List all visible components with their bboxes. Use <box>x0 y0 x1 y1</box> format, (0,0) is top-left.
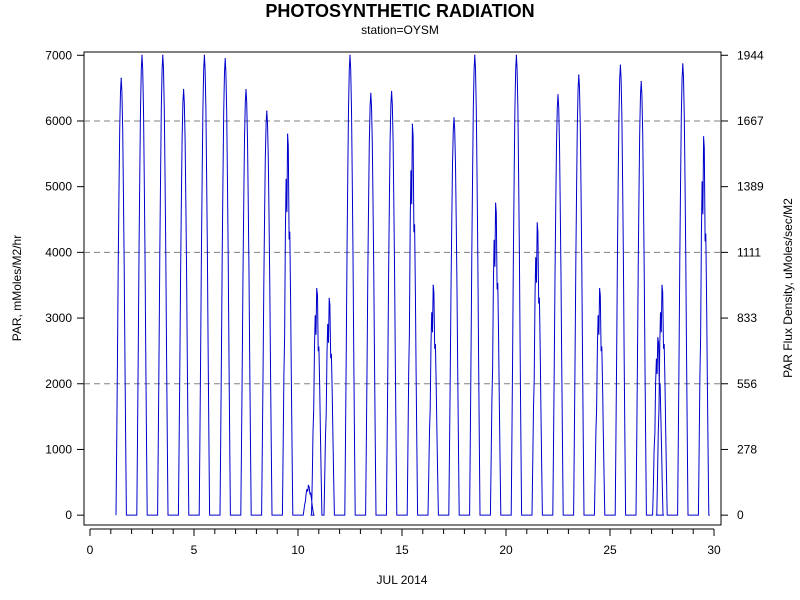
y-axis-left: 0 1000 2000 3000 4000 5000 6000 7000 <box>45 48 84 522</box>
y2-tick-label-556: 556 <box>737 377 757 391</box>
y-tick-label-6000: 6000 <box>45 114 72 128</box>
y2-tick-label-0: 0 <box>737 508 744 522</box>
x-axis: 0 5 10 15 20 25 30 <box>87 528 721 557</box>
plot-frame <box>83 51 722 526</box>
peak-point-day-25 <box>619 64 622 66</box>
peak-point-day-26.8 <box>657 337 659 339</box>
y2-tick-label-1111: 1111 <box>737 245 761 259</box>
peak-point-day-17 <box>453 117 455 119</box>
y-tick-label-5000: 5000 <box>45 180 72 194</box>
y-axis-right: 0 278 556 833 1111 1389 1667 1944 <box>721 48 764 522</box>
peak-point-day-12 <box>349 54 351 56</box>
y-axis-label: PAR, mMoles/M2/hr <box>10 235 24 341</box>
y2-tick-label-1944: 1944 <box>737 48 764 62</box>
chart-subtitle: station=OYSM <box>361 23 439 37</box>
peak-point-day-28 <box>682 63 684 65</box>
par-series-line <box>115 55 710 516</box>
peak-point-day-5 <box>203 54 205 56</box>
peak-point-day-19 <box>495 202 497 204</box>
peak-point-day-27 <box>661 284 663 286</box>
peak-point-day-11 <box>328 297 330 299</box>
peak-point-day-10 <box>307 484 309 487</box>
x-tick-label-0: 0 <box>87 543 94 557</box>
peak-point-day-4 <box>183 88 185 91</box>
peak-point-day-7 <box>245 88 247 91</box>
peak-point-day-16 <box>432 284 434 286</box>
x-tick-label-15: 15 <box>395 543 409 557</box>
peak-point-day-26 <box>640 80 642 83</box>
y-tick-label-0: 0 <box>65 508 72 522</box>
x-tick-label-30: 30 <box>707 543 721 557</box>
peak-point-day-22 <box>557 94 559 96</box>
y2-axis-label: PAR Flux Density, uMoles/sec/M2 <box>781 198 795 378</box>
peak-point-day-24 <box>599 287 601 290</box>
peak-point-day-10.4 <box>316 287 318 290</box>
peak-point-day-29 <box>703 136 705 138</box>
peak-point-day-14 <box>391 90 393 93</box>
peak-point-day-8 <box>266 110 268 112</box>
y2-tick-label-1667: 1667 <box>737 114 764 128</box>
peak-point-day-2 <box>141 54 143 56</box>
y-tick-label-3000: 3000 <box>45 311 72 325</box>
peak-point-day-3 <box>162 54 164 56</box>
x-axis-label: JUL 2014 <box>377 573 428 587</box>
peak-point-day-18 <box>474 54 476 56</box>
x-tick-label-25: 25 <box>603 543 617 557</box>
peak-point-day-13 <box>370 92 372 94</box>
y2-tick-label-278: 278 <box>737 442 757 456</box>
y-tick-label-1000: 1000 <box>45 442 72 456</box>
y-tick-label-2000: 2000 <box>45 377 72 391</box>
peak-point-day-20 <box>515 54 518 56</box>
x-tick-label-10: 10 <box>291 543 305 557</box>
y2-tick-label-1389: 1389 <box>737 180 764 194</box>
x-tick-label-5: 5 <box>191 543 198 557</box>
series-layer <box>115 54 710 516</box>
peak-point-day-23 <box>578 74 580 76</box>
gridlines <box>84 120 721 385</box>
y-tick-label-4000: 4000 <box>45 245 72 259</box>
peak-point-day-9 <box>287 133 289 135</box>
chart-title: PHOTOSYNTHETIC RADIATION <box>265 1 534 21</box>
x-tick-label-20: 20 <box>499 543 513 557</box>
y2-tick-label-833: 833 <box>737 311 757 325</box>
peak-point-day-6 <box>224 57 226 60</box>
peak-point-day-15 <box>411 123 413 125</box>
peak-point-day-21 <box>536 222 538 224</box>
y-tick-label-7000: 7000 <box>45 48 72 62</box>
peak-point-day-1 <box>120 77 122 79</box>
